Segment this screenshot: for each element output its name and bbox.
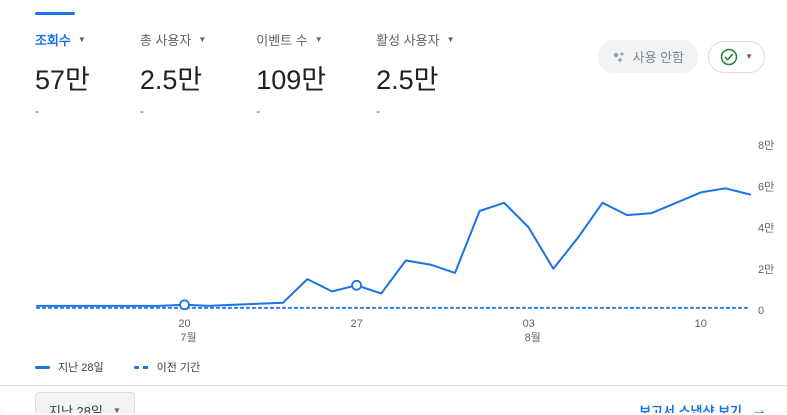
- metric-label[interactable]: 조회수: [35, 33, 71, 48]
- card-footer: 지난 28일 ▼ 보고서 스냅샷 보기 →: [0, 386, 787, 413]
- chevron-down-icon[interactable]: ▼: [446, 34, 455, 44]
- insights-toggle-label: 사용 안함: [632, 50, 685, 65]
- chevron-down-icon: ▼: [745, 51, 753, 61]
- chevron-down-icon[interactable]: ▼: [314, 34, 323, 44]
- series-line-current: [36, 187, 751, 307]
- metric-delta: -: [139, 104, 144, 118]
- insights-toggle-button[interactable]: 사용 안함: [597, 40, 699, 73]
- line-chart[interactable]: 8만 6만 4만 2만 0 20 7월 27 03 8월 10: [0, 122, 787, 359]
- chart-legend: 지난 28일 이전 기간: [0, 359, 787, 375]
- x-axis-tick-label: 10: [695, 318, 707, 330]
- data-point-marker[interactable]: [351, 279, 363, 291]
- data-point-marker[interactable]: [179, 299, 190, 311]
- legend-item-current: 지난 28일: [35, 359, 104, 375]
- legend-label: 이전 기간: [156, 362, 201, 374]
- date-range-button[interactable]: 지난 28일 ▼: [35, 392, 135, 413]
- chevron-down-icon[interactable]: ▼: [77, 34, 86, 44]
- metrics-row: 조회수 ▼ 57만 - 총 사용자 ▼ 2.5만 - 이벤트 수 ▼ 10: [35, 30, 454, 118]
- metric-label[interactable]: 이벤트 수: [256, 33, 308, 48]
- chevron-down-icon[interactable]: ▼: [198, 34, 207, 44]
- y-axis-tick-label: 2만: [758, 263, 774, 276]
- y-axis-tick-label: 6만: [758, 180, 774, 193]
- snapshot-link-label: 보고서 스냅샷 보기: [639, 404, 742, 413]
- metric-label[interactable]: 활성 사용자: [376, 33, 440, 48]
- metric-delta: -: [35, 104, 39, 118]
- x-axis-tick-label: 03: [523, 318, 535, 330]
- footer-divider: [0, 385, 787, 386]
- metric-value: 2.5만: [139, 65, 203, 95]
- metric-views[interactable]: 조회수 ▼ 57만 -: [35, 30, 90, 118]
- y-axis-tick-label: 0: [758, 305, 764, 317]
- active-tab-indicator: [35, 12, 75, 15]
- metric-label[interactable]: 총 사용자: [139, 33, 192, 48]
- legend-item-previous: 이전 기간: [133, 359, 201, 375]
- dashed-line-swatch: [133, 365, 149, 369]
- y-axis-tick-label: 8만: [758, 139, 774, 152]
- check-circle-icon: [720, 48, 738, 66]
- metrics-header: 조회수 ▼ 57만 - 총 사용자 ▼ 2.5만 - 이벤트 수 ▼ 10: [0, 0, 787, 118]
- legend-label: 지난 28일: [58, 362, 104, 374]
- metric-value: 109만: [256, 65, 327, 95]
- x-axis-tick-label: 27: [350, 318, 362, 330]
- metric-value: 2.5만: [376, 65, 439, 95]
- report-snapshot-link[interactable]: 보고서 스냅샷 보기 →: [639, 401, 767, 414]
- chevron-down-icon: ▼: [112, 405, 121, 413]
- metric-delta: -: [256, 104, 261, 118]
- metric-event-count[interactable]: 이벤트 수 ▼ 109만 -: [256, 30, 326, 118]
- metric-total-users[interactable]: 총 사용자 ▼ 2.5만 -: [140, 30, 206, 118]
- metric-active-users[interactable]: 활성 사용자 ▼ 2.5만 -: [376, 30, 454, 118]
- date-range-label: 지난 28일: [49, 404, 103, 413]
- x-axis-month-label: 7월: [180, 331, 196, 344]
- insights-icon: [612, 50, 626, 64]
- metric-delta: -: [376, 104, 381, 118]
- x-axis-tick-label: 20: [178, 318, 190, 330]
- arrow-right-icon: →: [751, 401, 767, 414]
- x-axis-month-label: 8월: [525, 331, 541, 344]
- header-controls: 사용 안함 ▼: [597, 40, 765, 73]
- data-quality-button[interactable]: ▼: [708, 40, 765, 73]
- y-axis-tick-label: 4만: [758, 222, 774, 235]
- metric-value: 57만: [35, 65, 90, 95]
- solid-line-swatch: [35, 365, 50, 369]
